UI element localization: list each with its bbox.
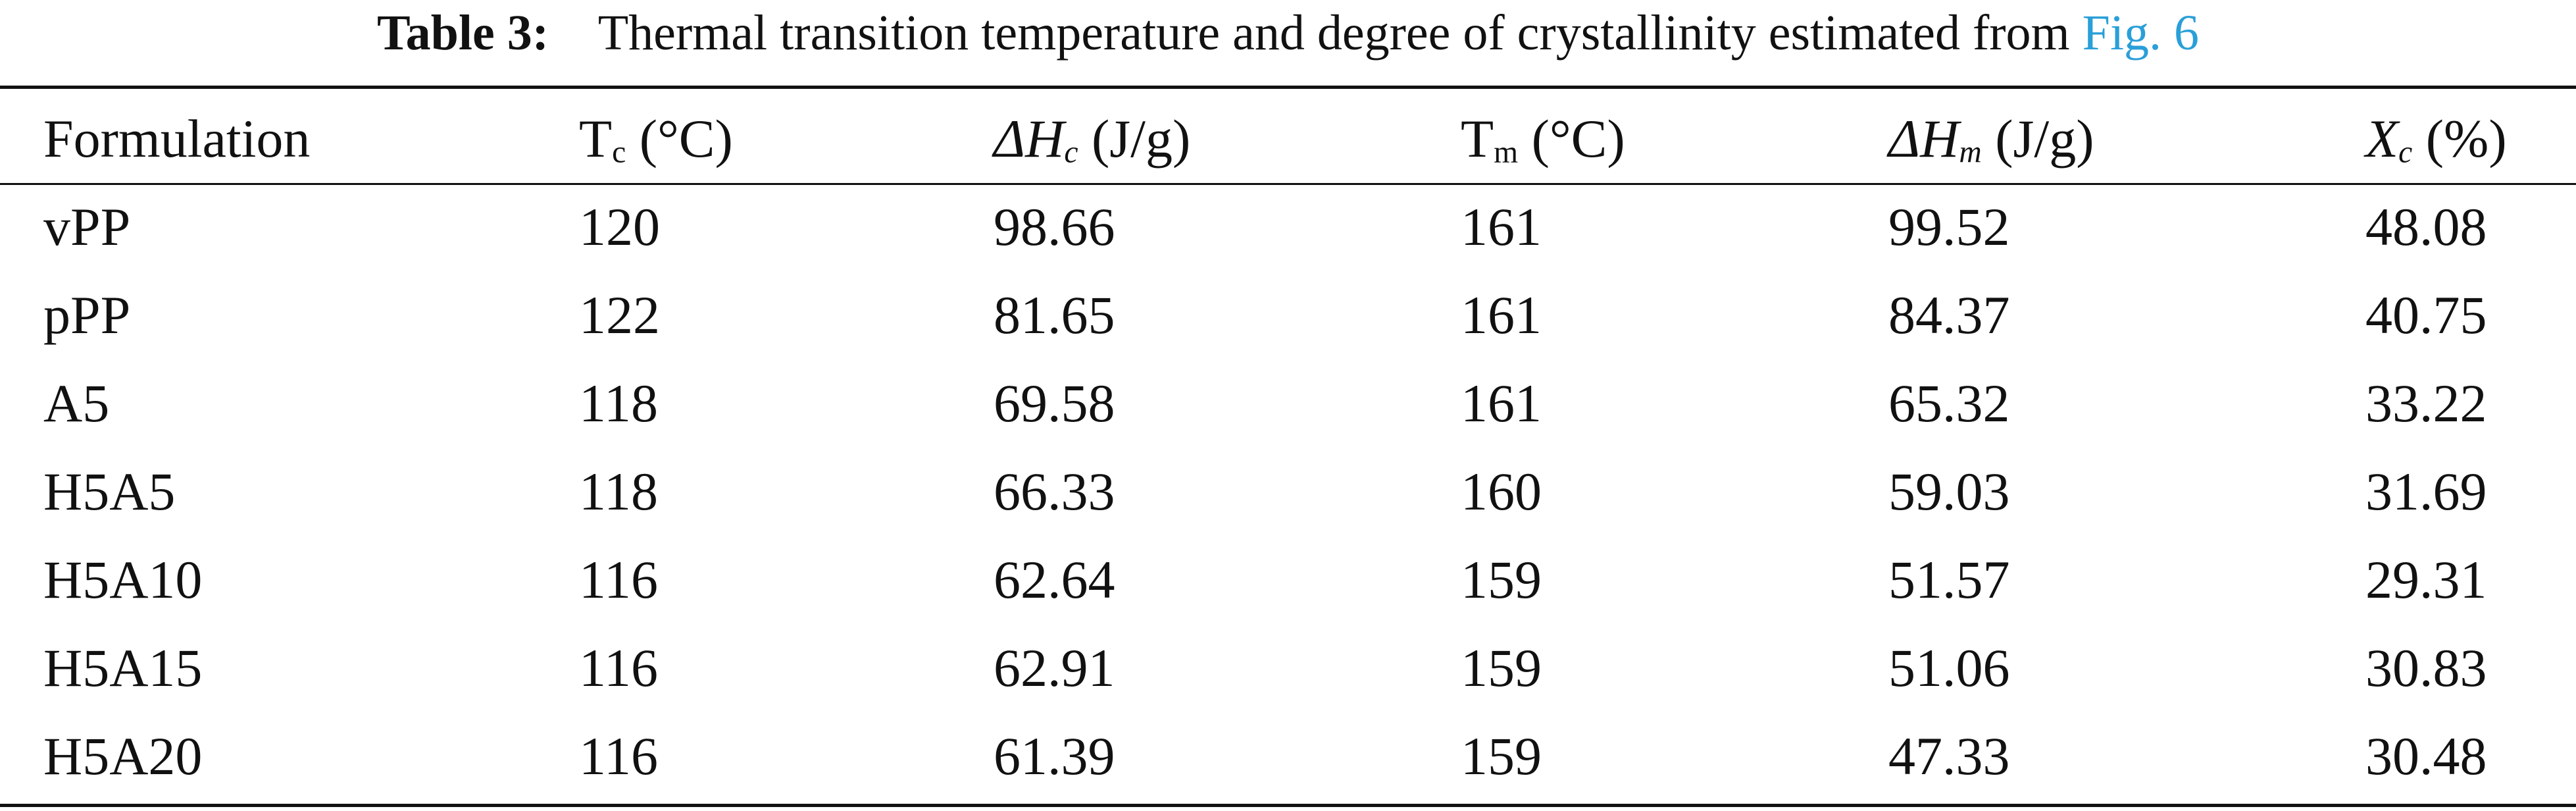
cell-tm: 159 bbox=[1461, 638, 1542, 698]
header-tc: Tc (°C) bbox=[579, 95, 994, 183]
header-tm-subscript: m bbox=[1494, 135, 1519, 170]
header-dhc-unit: (J/g) bbox=[1091, 109, 1191, 169]
header-formulation: Formulation bbox=[0, 95, 579, 183]
cell-xc: 33.22 bbox=[2365, 373, 2487, 433]
table-row: vPP 120 98.66 161 99.52 48.08 bbox=[0, 183, 2576, 271]
cell-tc: 118 bbox=[579, 373, 658, 433]
table-bottom-rule bbox=[0, 804, 2576, 807]
cell-formulation: H5A5 bbox=[43, 461, 176, 521]
data-table: Formulation Tc (°C) ΔHc (J/g) Tm (°C) ΔH… bbox=[0, 95, 2576, 800]
cell-tm: 161 bbox=[1461, 373, 1542, 433]
table-row: H5A5 118 66.33 160 59.03 31.69 bbox=[0, 448, 2576, 536]
cell-tc: 122 bbox=[579, 285, 660, 345]
header-row: Formulation Tc (°C) ΔHc (J/g) Tm (°C) ΔH… bbox=[0, 95, 2576, 183]
header-dhm: ΔHm (J/g) bbox=[1888, 95, 2365, 183]
cell-formulation: vPP bbox=[43, 197, 131, 257]
table-top-rule bbox=[0, 86, 2576, 89]
cell-dhm: 99.52 bbox=[1888, 197, 2010, 257]
cell-formulation: pPP bbox=[43, 285, 131, 345]
cell-dhc: 62.91 bbox=[994, 638, 1115, 698]
cell-dhm: 51.57 bbox=[1888, 550, 2010, 610]
table-row: H5A15 116 62.91 159 51.06 30.83 bbox=[0, 624, 2576, 712]
cell-tm: 161 bbox=[1461, 285, 1542, 345]
cell-dhc: 69.58 bbox=[994, 373, 1115, 433]
cell-tc: 116 bbox=[579, 550, 658, 610]
cell-dhc: 62.64 bbox=[994, 550, 1115, 610]
caption-label: Table 3: bbox=[376, 5, 549, 61]
header-tc-symbol: T bbox=[579, 109, 613, 169]
cell-dhc: 66.33 bbox=[994, 461, 1115, 521]
table-row: A5 118 69.58 161 65.32 33.22 bbox=[0, 359, 2576, 448]
header-dhc-subscript: c bbox=[1064, 135, 1078, 170]
header-xc-subscript: c bbox=[2398, 135, 2413, 170]
cell-tm: 159 bbox=[1461, 550, 1542, 610]
cell-tm: 160 bbox=[1461, 461, 1542, 521]
cell-dhc: 81.65 bbox=[994, 285, 1115, 345]
cell-dhm: 65.32 bbox=[1888, 373, 2010, 433]
cell-xc: 30.48 bbox=[2365, 726, 2487, 786]
cell-tm: 161 bbox=[1461, 197, 1542, 257]
table-row: pPP 122 81.65 161 84.37 40.75 bbox=[0, 271, 2576, 359]
cell-xc: 40.75 bbox=[2365, 285, 2487, 345]
cell-tc: 120 bbox=[579, 197, 660, 257]
header-xc-unit: (%) bbox=[2425, 109, 2507, 169]
caption-text: Thermal transition temperature and degre… bbox=[597, 5, 2070, 61]
header-tm-symbol: T bbox=[1461, 109, 1494, 169]
header-tc-unit: (°C) bbox=[639, 109, 733, 169]
cell-formulation: H5A15 bbox=[43, 638, 203, 698]
cell-dhc: 61.39 bbox=[994, 726, 1115, 786]
header-formulation-label: Formulation bbox=[43, 109, 311, 169]
cell-xc: 31.69 bbox=[2365, 461, 2487, 521]
header-dhc-symbol: ΔH bbox=[994, 109, 1065, 169]
cell-xc: 30.83 bbox=[2365, 638, 2487, 698]
table-header-rule bbox=[0, 183, 2576, 185]
header-dhm-subscript: m bbox=[1959, 135, 1982, 170]
header-xc-symbol: X bbox=[2365, 109, 2399, 169]
cell-tm: 159 bbox=[1461, 726, 1542, 786]
cell-formulation: H5A20 bbox=[43, 726, 203, 786]
cell-dhm: 47.33 bbox=[1888, 726, 2010, 786]
cell-dhm: 84.37 bbox=[1888, 285, 2010, 345]
cell-formulation: A5 bbox=[43, 373, 110, 433]
table-row: H5A10 116 62.64 159 51.57 29.31 bbox=[0, 536, 2576, 624]
cell-xc: 29.31 bbox=[2365, 550, 2487, 610]
cell-tc: 118 bbox=[579, 461, 658, 521]
cell-dhc: 98.66 bbox=[994, 197, 1115, 257]
cell-tc: 116 bbox=[579, 726, 658, 786]
header-dhm-symbol: ΔH bbox=[1888, 109, 1959, 169]
cell-dhm: 59.03 bbox=[1888, 461, 2010, 521]
table-row: H5A20 116 61.39 159 47.33 30.48 bbox=[0, 712, 2576, 800]
header-tm: Tm (°C) bbox=[1461, 95, 1888, 183]
header-dhm-unit: (J/g) bbox=[1995, 109, 2094, 169]
header-dhc: ΔHc (J/g) bbox=[994, 95, 1461, 183]
cell-formulation: H5A10 bbox=[43, 550, 203, 610]
cell-xc: 48.08 bbox=[2365, 197, 2487, 257]
table-caption: Table 3: Thermal transition temperature … bbox=[0, 0, 2576, 72]
figure-link[interactable]: Fig. 6 bbox=[2082, 5, 2200, 61]
cell-tc: 116 bbox=[579, 638, 658, 698]
header-tm-unit: (°C) bbox=[1531, 109, 1625, 169]
header-tc-subscript: c bbox=[612, 135, 626, 170]
header-xc: Xc (%) bbox=[2365, 95, 2576, 183]
cell-dhm: 51.06 bbox=[1888, 638, 2010, 698]
